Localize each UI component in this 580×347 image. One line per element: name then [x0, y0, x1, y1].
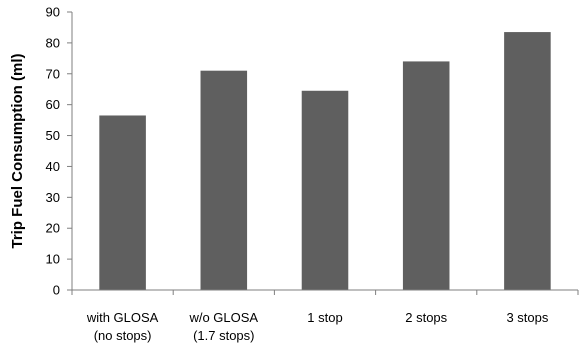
x-category-label: (no stops) — [94, 328, 152, 343]
y-tick-label: 30 — [46, 190, 60, 205]
x-category-label: 2 stops — [405, 310, 447, 325]
y-tick-label: 10 — [46, 252, 60, 267]
y-tick-label: 90 — [46, 5, 60, 20]
y-axis: 0 10 20 30 40 50 60 70 80 90 — [46, 5, 73, 298]
y-tick-label: 60 — [46, 97, 60, 112]
x-category-label: 3 stops — [506, 310, 548, 325]
x-category-label: with GLOSA — [86, 310, 159, 325]
y-tick-label: 20 — [46, 221, 60, 236]
x-category-label: (1.7 stops) — [193, 328, 254, 343]
y-tick-label: 0 — [53, 283, 60, 298]
bar — [504, 32, 551, 290]
bar — [200, 70, 248, 290]
y-tick-label: 40 — [46, 159, 60, 174]
y-tick-label: 70 — [46, 66, 60, 81]
bar — [402, 61, 450, 290]
y-tick-label: 50 — [46, 128, 60, 143]
bars-group — [99, 32, 551, 291]
bar — [99, 115, 146, 290]
bar — [301, 90, 349, 291]
y-tick-label: 80 — [46, 35, 60, 50]
x-axis: with GLOSA (no stops) w/o GLOSA (1.7 stops)… — [71, 289, 579, 343]
x-category-label: 1 stop — [307, 310, 342, 325]
x-category-label: w/o GLOSA — [188, 310, 258, 325]
y-axis-title: Trip Fuel Consumption (ml) — [9, 54, 26, 249]
